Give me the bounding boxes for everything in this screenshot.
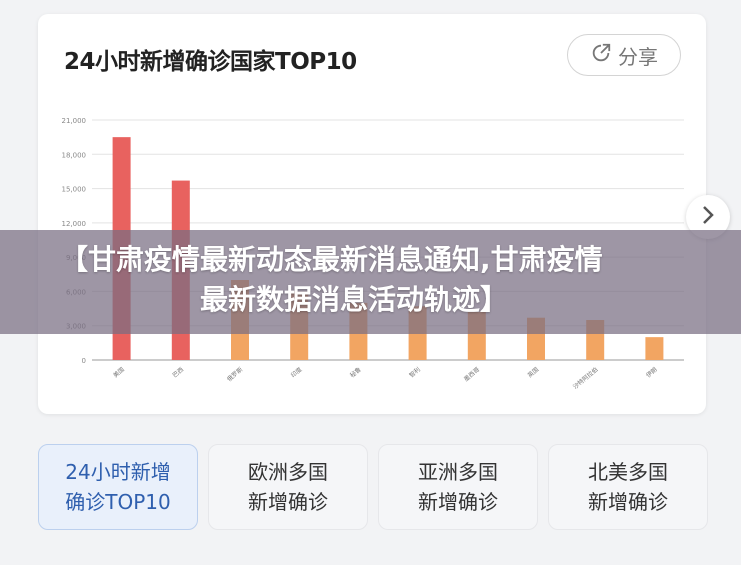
headline-line-2: 最新数据消息活动轨迹】: [200, 283, 509, 316]
share-button[interactable]: 分享: [567, 34, 681, 76]
tab-label: 欧洲多国 新增确诊: [248, 460, 328, 514]
region-tabs: 24小时新增 确诊TOP10 欧洲多国 新增确诊 亚洲多国 新增确诊 北美多国 …: [38, 444, 710, 530]
tab-label: 北美多国 新增确诊: [588, 460, 668, 514]
share-icon: [590, 42, 612, 69]
chart-card: 24小时新增确诊国家TOP10 分享: [38, 14, 706, 414]
tab-asia[interactable]: 亚洲多国 新增确诊: [378, 444, 538, 530]
tab-europe[interactable]: 欧洲多国 新增确诊: [208, 444, 368, 530]
share-label: 分享: [618, 44, 658, 69]
headline-text[interactable]: 【甘肃疫情最新动态最新消息通知,甘肃疫情 最新数据消息活动轨迹】: [60, 240, 720, 320]
headline-banner: [0, 230, 741, 334]
chart-title: 24小时新增确诊国家TOP10: [64, 49, 357, 75]
chevron-right-icon: [701, 205, 715, 229]
tab-top10[interactable]: 24小时新增 确诊TOP10: [38, 444, 198, 530]
tab-label: 24小时新增 确诊TOP10: [65, 460, 171, 514]
headline-line-1: 【甘肃疫情最新动态最新消息通知,甘肃疫情: [60, 243, 603, 276]
tab-north-america[interactable]: 北美多国 新增确诊: [548, 444, 708, 530]
tab-label: 亚洲多国 新增确诊: [418, 460, 498, 514]
